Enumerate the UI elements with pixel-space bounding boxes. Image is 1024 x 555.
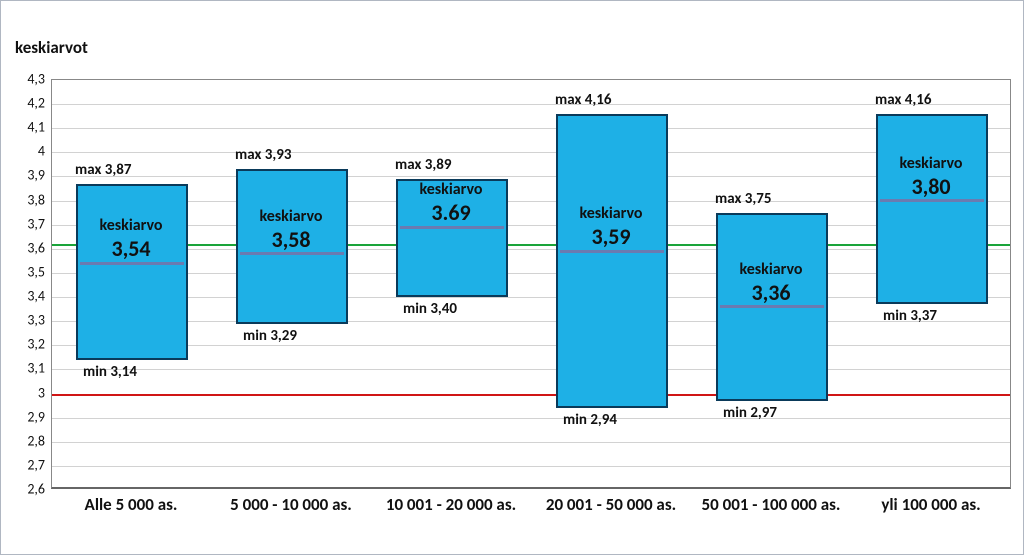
min-label: min 3,14 (83, 363, 137, 381)
reference-line (52, 394, 1010, 396)
min-label: min 2,94 (563, 411, 617, 429)
y-tick-label: 3,4 (5, 288, 45, 305)
gridline (52, 297, 1010, 298)
range-bar (236, 169, 348, 323)
y-tick-label: 4,2 (5, 95, 45, 112)
y-tick-label: 3,3 (5, 312, 45, 329)
chart-title: keskiarvot (15, 37, 88, 58)
max-label: max 3,87 (75, 161, 131, 179)
gridline (52, 225, 1010, 226)
gridline (52, 466, 1010, 467)
y-tick-label: 4 (5, 143, 45, 160)
category-label: Alle 5 000 as. (51, 495, 211, 515)
gridline (52, 104, 1010, 105)
mean-marker (240, 252, 344, 255)
category-label: yli 100 000 as. (851, 495, 1011, 515)
gridline (52, 128, 1010, 129)
max-label: max 3,89 (395, 156, 451, 174)
max-label: max 4,16 (555, 91, 611, 109)
category-label: 10 001 - 20 000 as. (371, 495, 531, 515)
gridline (52, 321, 1010, 322)
y-tick-label: 3,7 (5, 215, 45, 232)
plot-area (51, 79, 1011, 489)
gridline (52, 369, 1010, 370)
range-bar (556, 114, 668, 408)
gridline (52, 249, 1010, 250)
min-label: min 3,29 (243, 327, 297, 345)
gridline (52, 176, 1010, 177)
mean-marker (560, 250, 664, 253)
y-tick-label: 3,8 (5, 191, 45, 208)
mean-marker (80, 262, 184, 265)
range-bar (876, 114, 988, 305)
y-tick-label: 3,5 (5, 263, 45, 280)
mean-marker (400, 226, 504, 229)
chart-container: keskiarvot 2,6 2,7 2,8 2,9 3 3,1 3,2 3,3 3,4 3,5 3… (0, 0, 1024, 555)
gridline (52, 442, 1010, 443)
gridline (52, 201, 1010, 202)
min-label: min 3,37 (883, 307, 937, 325)
max-label: max 3,93 (235, 146, 291, 164)
category-label: 20 001 - 50 000 as. (531, 495, 691, 515)
min-label: min 2,97 (723, 404, 777, 422)
gridline (52, 273, 1010, 274)
gridline (52, 345, 1010, 346)
y-tick-label: 3,6 (5, 239, 45, 256)
y-tick-label: 2,8 (5, 432, 45, 449)
max-label: max 3,75 (715, 190, 771, 208)
y-tick-label: 4,3 (5, 71, 45, 88)
min-label: min 3,40 (403, 300, 457, 318)
mean-marker (720, 305, 824, 308)
category-label: 5 000 - 10 000 as. (211, 495, 371, 515)
gridline (52, 418, 1010, 419)
y-tick-label: 2,6 (5, 481, 45, 498)
y-tick-label: 3,9 (5, 167, 45, 184)
range-bar (396, 179, 508, 297)
reference-line (52, 244, 1010, 246)
category-label: 50 001 - 100 000 as. (691, 495, 851, 515)
max-label: max 4,16 (875, 91, 931, 109)
range-bar (76, 184, 188, 360)
y-tick-label: 2,9 (5, 408, 45, 425)
mean-marker (880, 199, 984, 202)
gridline (52, 152, 1010, 153)
y-tick-label: 4,1 (5, 119, 45, 136)
y-tick-label: 3 (5, 384, 45, 401)
y-tick-label: 3,1 (5, 360, 45, 377)
y-tick-label: 3,2 (5, 336, 45, 353)
y-tick-label: 2,7 (5, 456, 45, 473)
